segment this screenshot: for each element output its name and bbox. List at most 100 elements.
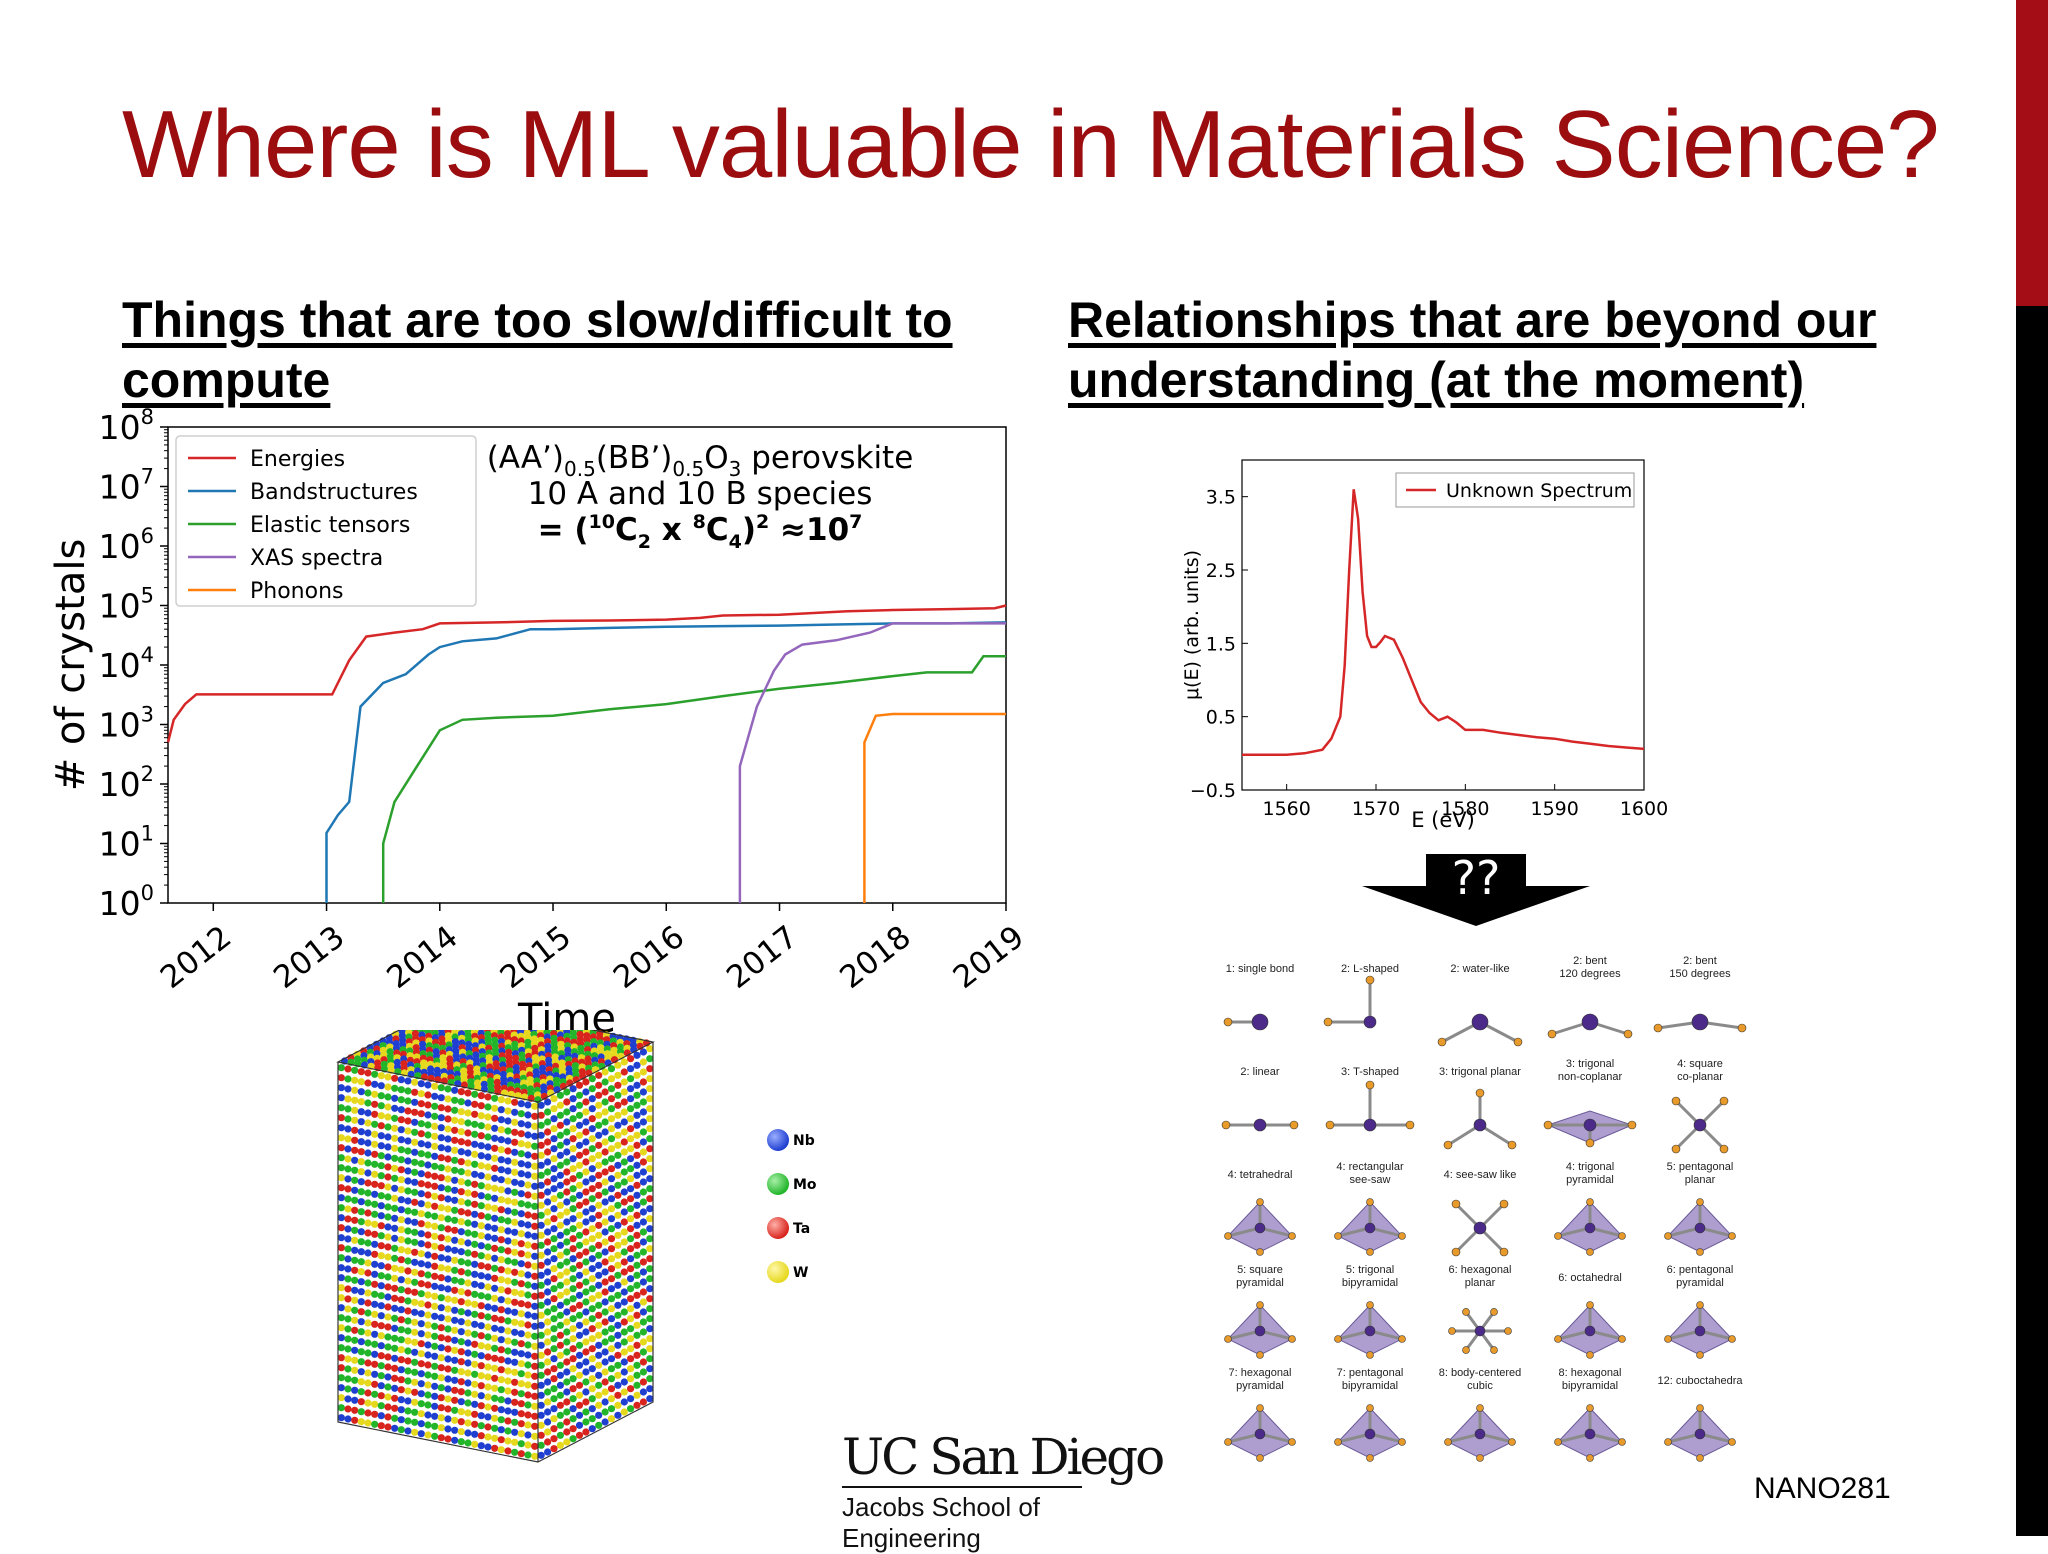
nb-legend-label: Nb (793, 1133, 815, 1149)
geometry-cell: 5: trigonal bipyramidal (1334, 1264, 1406, 1359)
geometry-label: 6: octahedral (1558, 1272, 1622, 1284)
geometry-cell: 2: water-like (1437, 963, 1523, 1047)
geometry-label: 4: square co-planar (1677, 1058, 1723, 1083)
geometry-label: 4: trigonal pyramidal (1566, 1161, 1614, 1186)
geometry-cell: 1: single bond (1223, 963, 1294, 1031)
annotation-line-3: = (10C2 x 8C4)2 ≈107 (538, 511, 863, 553)
chart-legend: Energies Bandstructures Elastic tensors XAS… (175, 435, 477, 607)
geometry-cell: 5: pentagonal planar (1664, 1161, 1736, 1256)
geometry-cell: 2: linear (1221, 1066, 1299, 1132)
y-tick-label: 3.5 (1206, 487, 1236, 509)
geometry-label: 7: pentagonal bipyramidal (1337, 1367, 1404, 1392)
y-tick-label: 102 (99, 762, 154, 804)
ucsd-logo-school: Jacobs School of Engineering (842, 1492, 1041, 1553)
legend-label-energies: Energies (250, 447, 345, 472)
legend-label-xas-spectra: XAS spectra (250, 546, 383, 571)
coordination-geometry-grid: 1: single bond 2: L-shaped 2: water-like 2:… (1221, 955, 1747, 1462)
geometry-label: 3: trigonal planar (1439, 1066, 1521, 1078)
y-tick-label: 100 (99, 881, 154, 923)
geometry-cell: 4: see-saw like (1444, 1169, 1517, 1257)
arrow-question-label: ?? (1452, 852, 1501, 905)
x-tick-label: 1560 (1262, 798, 1310, 820)
ucsd-logo: UC San Diego Jacobs School of Engineerin… (842, 1430, 1172, 1554)
x-tick-label: 2017 (720, 919, 804, 996)
ucsd-logo-name: UC San Diego (842, 1428, 1165, 1486)
w-legend-label: W (793, 1265, 808, 1281)
geometry-cell: 3: trigonal planar (1439, 1066, 1521, 1150)
geometry-cell: 7: pentagonal bipyramidal (1334, 1367, 1406, 1462)
geometry-label: 2: linear (1240, 1066, 1279, 1078)
geometry-label: 8: hexagonal bipyramidal (1559, 1367, 1622, 1392)
chart-frame (1241, 459, 1645, 791)
geometry-label: 12: cuboctahedra (1657, 1375, 1743, 1387)
y-tick-label: −0.5 (1190, 780, 1236, 802)
x-tick-label: 2016 (607, 919, 691, 996)
annotation-line-2: 10 A and 10 B species (528, 476, 873, 512)
nb-legend-swatch (767, 1129, 789, 1151)
legend-label-unknown-spectrum: Unknown Spectrum (1446, 480, 1632, 502)
geometry-cell: 5: square pyramidal (1224, 1264, 1296, 1359)
geometry-label: 6: hexagonal planar (1449, 1264, 1512, 1289)
x-tick-label: 2019 (947, 919, 1030, 996)
geometry-label: 3: T-shaped (1341, 1066, 1399, 1078)
geometry-label: 2: bent 120 degrees (1559, 955, 1621, 980)
y-axis-label: μ(E) (arb. units) (1181, 550, 1203, 700)
mo-legend-swatch (767, 1173, 789, 1195)
geometry-cell: 6: hexagonal planar (1448, 1264, 1512, 1354)
legend-label-bandstructures: Bandstructures (250, 480, 418, 505)
series-line-unknown-spectrum (1242, 489, 1645, 757)
x-tick-label: 2013 (267, 919, 351, 996)
geometry-label: 2: water-like (1450, 963, 1509, 975)
geometry-cell: 8: hexagonal bipyramidal (1554, 1367, 1626, 1462)
geometry-label: 4: rectangular see-saw (1336, 1161, 1404, 1186)
y-tick-label: 105 (99, 584, 154, 626)
perovskite-annotation: (AA’)0.5(BB’)0.5O3 perovskite 10 A and 1… (487, 440, 914, 553)
geometry-label: 5: square pyramidal (1236, 1264, 1284, 1289)
y-tick-label: 1.5 (1206, 633, 1236, 655)
geometry-cell: 7: hexagonal pyramidal (1224, 1367, 1296, 1462)
x-tick-label: 1580 (1441, 798, 1489, 820)
y-tick-label: 103 (99, 703, 154, 745)
geometry-label: 7: hexagonal pyramidal (1229, 1367, 1292, 1392)
y-tick-label: 101 (99, 822, 154, 864)
down-arrow: ?? (1362, 852, 1590, 926)
geometry-cell: 4: trigonal pyramidal (1554, 1161, 1626, 1256)
geometry-cell: 6: octahedral (1554, 1272, 1626, 1359)
y-tick-label: 108 (99, 405, 154, 447)
geometry-label: 4: tetrahedral (1228, 1169, 1293, 1181)
alloy-atomic-structure: Nb Mo Ta W (336, 1030, 817, 1463)
geometry-label: 4: see-saw like (1444, 1169, 1517, 1181)
cube-face (337, 1064, 539, 1460)
geometry-label: 2: L-shaped (1341, 963, 1399, 975)
series-line-elastic-tensors (381, 655, 1006, 903)
left-column-heading: Things that are too slow/difficult to co… (122, 292, 953, 408)
geometry-label: 6: pentagonal pyramidal (1667, 1264, 1734, 1289)
geometry-cell: 4: rectangular see-saw (1334, 1161, 1406, 1256)
x-tick-label: 1600 (1620, 798, 1668, 820)
course-code: NANO281 (1754, 1472, 1891, 1505)
y-tick-label: 2.5 (1206, 560, 1236, 582)
ta-legend-swatch (767, 1217, 789, 1239)
right-edge-accent (2016, 0, 2048, 306)
x-tick-label: 1570 (1352, 798, 1400, 820)
geometry-cell: 2: L-shaped (1323, 963, 1399, 1029)
series-line-xas-spectra (738, 622, 1006, 903)
x-tick-label: 2015 (494, 919, 578, 996)
series-line-energies (166, 604, 1007, 743)
geometry-cell: 2: bent 150 degrees (1653, 955, 1747, 1033)
geometry-cell: 4: square co-planar (1671, 1058, 1729, 1154)
ta-legend-label: Ta (793, 1221, 810, 1237)
y-tick-label: 0.5 (1206, 707, 1236, 729)
chart-legend: Unknown Spectrum (1395, 472, 1635, 508)
geometry-label: 3: trigonal non-coplanar (1558, 1058, 1623, 1083)
geometry-label: 8: body-centered cubic (1439, 1367, 1522, 1392)
geometry-label: 2: bent 150 degrees (1669, 955, 1731, 980)
element-legend: Nb Mo Ta W (767, 1129, 817, 1283)
annotation-line-1: (AA’)0.5(BB’)0.5O3 perovskite (487, 440, 914, 481)
y-tick-label: 104 (99, 643, 154, 685)
geometry-cell: 4: tetrahedral (1224, 1169, 1296, 1256)
crystals-over-time-chart: 100 101 102 103 104 105 106 107 108 2012 2013 2014… (48, 405, 1030, 1040)
x-axis-label: E (eV) (1411, 808, 1475, 832)
right-column-heading: Relationships that are beyond our unders… (1068, 292, 1877, 408)
x-tick-label: 2014 (380, 919, 464, 996)
